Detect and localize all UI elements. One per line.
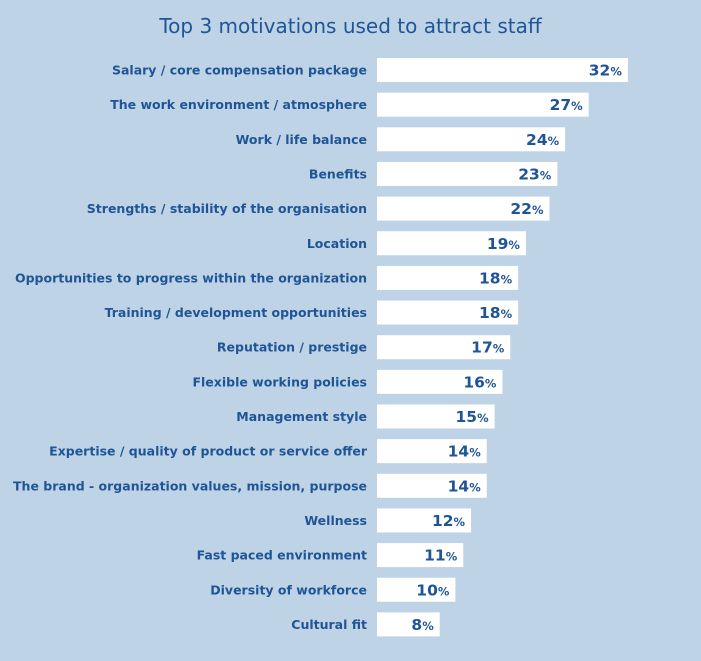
category-label: Wellness	[304, 513, 367, 528]
bar-row: Opportunities to progress within the org…	[15, 265, 519, 290]
bar	[377, 161, 558, 186]
bar-row: Salary / core compensation package 32%	[112, 58, 628, 82]
bar	[377, 231, 526, 256]
bar-row: Work / life balance 24%	[236, 127, 566, 152]
category-label: Salary / core compensation package	[112, 63, 367, 78]
data-label: 14%	[448, 443, 482, 461]
category-label: The brand - organization values, mission…	[13, 478, 367, 493]
category-label: Location	[307, 236, 367, 251]
data-label: 18%	[479, 304, 513, 322]
data-label: 27%	[550, 96, 584, 114]
data-label: 24%	[526, 131, 560, 149]
data-label: 15%	[455, 408, 489, 426]
bar	[377, 335, 511, 360]
bar-row: Fast paced environment 11%	[197, 543, 464, 568]
category-label: The work environment / atmosphere	[110, 97, 367, 112]
bar	[377, 369, 503, 394]
bar-row: Benefits 23%	[309, 161, 558, 186]
chart-title: Top 3 motivations used to attract staff	[159, 14, 542, 38]
category-label: Work / life balance	[236, 132, 367, 147]
category-label: Management style	[236, 409, 367, 424]
bar-row: Flexible working policies 16%	[192, 369, 503, 394]
bar	[377, 508, 472, 533]
category-label: Reputation / prestige	[217, 340, 367, 355]
bar	[377, 92, 589, 117]
bar	[377, 473, 487, 498]
bar-row: Location 19%	[307, 231, 526, 256]
bar	[377, 196, 550, 221]
data-label: 10%	[416, 581, 450, 599]
category-label: Opportunities to progress within the org…	[15, 270, 367, 285]
bar	[377, 127, 566, 152]
category-label: Diversity of workforce	[210, 582, 367, 597]
category-label: Flexible working policies	[192, 374, 367, 389]
data-label: 32%	[589, 62, 623, 80]
category-label: Strengths / stability of the organisatio…	[87, 201, 367, 216]
category-label: Benefits	[309, 166, 367, 181]
bars-group: Salary / core compensation package 32%The…	[13, 58, 628, 637]
bar	[377, 577, 456, 602]
data-label: 22%	[510, 200, 544, 218]
bar-row: Cultural fit 8%	[291, 612, 440, 637]
bar-row: Expertise / quality of product or servic…	[49, 439, 487, 464]
bar	[377, 300, 519, 325]
category-label: Expertise / quality of product or servic…	[49, 444, 368, 459]
bar-row: Strengths / stability of the organisatio…	[87, 196, 550, 221]
category-label: Cultural fit	[291, 617, 367, 632]
bar	[377, 543, 464, 568]
bar	[377, 265, 519, 290]
bar	[377, 58, 628, 82]
data-label: 18%	[479, 269, 513, 287]
bar	[377, 404, 495, 429]
data-label: 19%	[487, 235, 521, 253]
bar-row: Management style 15%	[236, 404, 495, 429]
bar	[377, 439, 487, 464]
data-label: 16%	[463, 373, 497, 391]
data-label: 12%	[432, 512, 466, 530]
bar-row: Wellness 12%	[304, 508, 472, 533]
data-label: 11%	[424, 547, 458, 565]
bar-row: The work environment / atmosphere 27%	[110, 92, 589, 117]
data-label: 17%	[471, 339, 505, 357]
bar-row: Training / development opportunities 18%	[105, 300, 519, 325]
bar-row: The brand - organization values, mission…	[13, 473, 487, 498]
bar-row: Diversity of workforce 10%	[210, 577, 456, 602]
data-label: 8%	[411, 616, 434, 634]
data-label: 14%	[448, 477, 482, 495]
category-label: Training / development opportunities	[105, 305, 367, 320]
bar-row: Reputation / prestige 17%	[217, 335, 511, 360]
data-label: 23%	[518, 165, 552, 183]
category-label: Fast paced environment	[197, 548, 367, 563]
bar	[377, 612, 440, 637]
